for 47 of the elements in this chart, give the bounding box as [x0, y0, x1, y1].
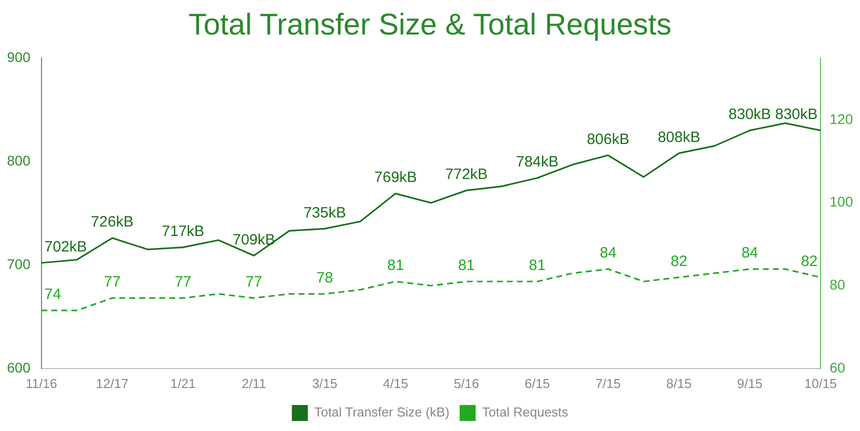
- y-tick-label: 900: [7, 48, 31, 65]
- data-label: 77: [174, 274, 192, 291]
- data-label: 726kB: [90, 214, 134, 231]
- data-label: 84: [741, 244, 758, 262]
- y-tick-label: 700: [7, 256, 31, 272]
- x-tick-label: 10/15: [804, 376, 837, 391]
- data-label: 830kB: [728, 106, 772, 124]
- x-tick-label: 8/15: [666, 376, 692, 391]
- x-tick-label: 3/15: [312, 376, 338, 391]
- x-tick-label: 2/11: [242, 376, 266, 391]
- data-label: 74: [44, 286, 62, 304]
- legend-label: Total Requests: [482, 404, 569, 420]
- x-tick-label: 1/21: [170, 376, 196, 391]
- y2-tick-label: 100: [830, 194, 854, 210]
- x-tick-label: 6/15: [524, 376, 550, 391]
- data-label: 806kB: [586, 130, 630, 148]
- data-label: 702kB: [44, 238, 87, 256]
- y2-tick-label: 120: [830, 110, 854, 127]
- data-label: 77: [104, 274, 121, 291]
- x-tick-label: 5/16: [454, 376, 480, 391]
- data-label: 84: [600, 244, 616, 262]
- data-label: 808kB: [658, 128, 700, 146]
- data-label: 82: [800, 252, 818, 270]
- data-label: 81: [528, 257, 546, 274]
- y2-tick-label: 80: [830, 276, 846, 292]
- data-label: 78: [316, 270, 334, 287]
- y-tick-label: 600: [7, 359, 31, 376]
- data-label: 81: [387, 257, 404, 274]
- data-label: 717kB: [162, 222, 204, 240]
- data-label: 77: [246, 274, 262, 291]
- data-label: 709kB: [232, 231, 276, 248]
- data-label: 81: [458, 257, 475, 274]
- x-tick-label: 9/15: [737, 376, 762, 391]
- y-tick-label: 800: [7, 152, 31, 168]
- data-label: 784kB: [516, 154, 559, 171]
- x-tick-label: 12/17: [96, 376, 128, 391]
- x-tick-label: 7/15: [595, 376, 621, 391]
- y2-tick-label: 60: [830, 359, 846, 376]
- x-tick-label: 4/15: [382, 376, 408, 391]
- chart-title: Total Transfer Size & Total Requests: [188, 8, 672, 42]
- data-label: 735kB: [303, 204, 346, 222]
- data-label: 830kB: [775, 106, 818, 124]
- x-tick-label: 11/16: [26, 376, 58, 391]
- data-label: 82: [670, 252, 688, 270]
- data-label: 772kB: [445, 166, 488, 184]
- data-label: 769kB: [374, 169, 417, 186]
- legend-label: Total Transfer Size (kB): [314, 404, 450, 420]
